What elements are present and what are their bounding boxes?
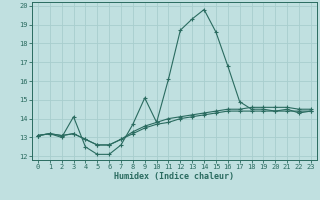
- X-axis label: Humidex (Indice chaleur): Humidex (Indice chaleur): [115, 172, 234, 181]
